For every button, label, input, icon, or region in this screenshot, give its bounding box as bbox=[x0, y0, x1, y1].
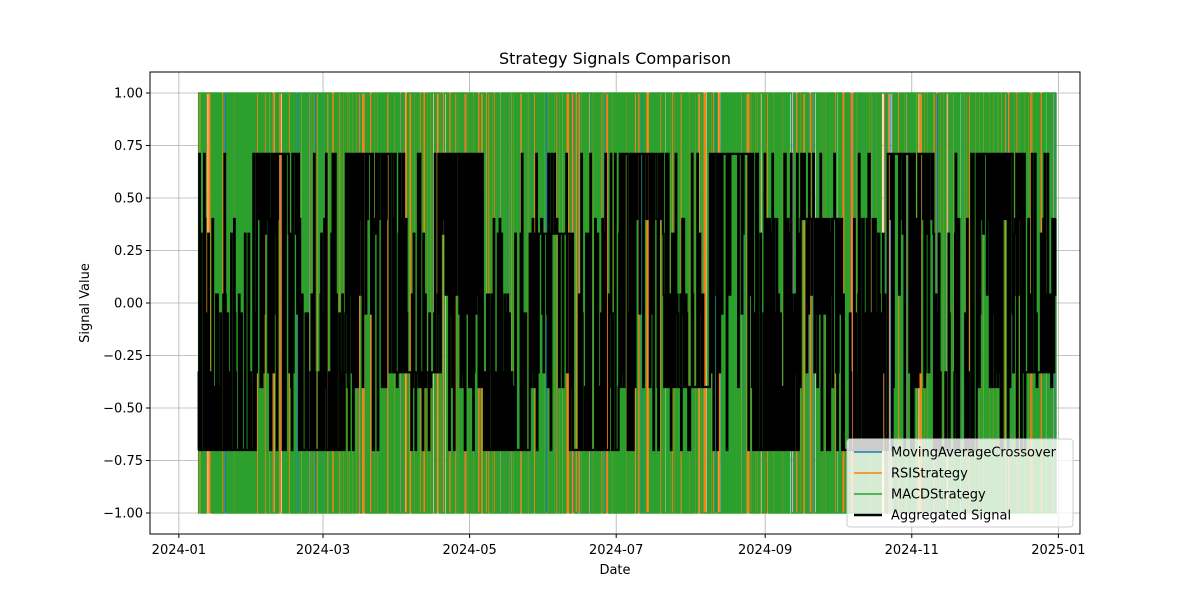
chart-title: Strategy Signals Comparison bbox=[499, 49, 731, 68]
y-axis: −1.00 −0.75 −0.50 −0.25 0.00 0.25 0.50 0.75 1.00 bbox=[103, 87, 150, 522]
x-tick-label: 2024-03 bbox=[296, 543, 350, 558]
x-tick-label: 2025-01 bbox=[1031, 543, 1085, 558]
y-tick-label: −0.25 bbox=[103, 349, 143, 364]
x-tick-label: 2024-11 bbox=[885, 543, 939, 558]
series-line-aggregated-signal bbox=[197, 152, 1057, 452]
x-tick-label: 2024-05 bbox=[442, 543, 496, 558]
y-tick-label: 0.50 bbox=[114, 192, 143, 207]
y-tick-label: 0.25 bbox=[114, 244, 143, 259]
y-tick-label: −0.50 bbox=[103, 402, 143, 417]
legend-entry: MACDStrategy bbox=[891, 488, 986, 503]
legend-box bbox=[846, 438, 1074, 528]
legend-entry: MovingAverageCrossover bbox=[891, 446, 1057, 461]
legend-entry: Aggregated Signal bbox=[891, 509, 1011, 524]
y-tick-label: −0.75 bbox=[103, 454, 143, 469]
x-tick-label: 2024-09 bbox=[738, 543, 792, 558]
x-axis-label: Date bbox=[599, 563, 630, 578]
y-tick-label: 0.00 bbox=[114, 297, 143, 312]
x-tick-label: 2024-01 bbox=[152, 543, 206, 558]
y-tick-label: 0.75 bbox=[114, 139, 143, 154]
x-axis: 2024-01 2024-03 2024-05 2024-07 2024-09 2024-… bbox=[152, 534, 1086, 558]
y-axis-label: Signal Value bbox=[78, 263, 93, 343]
legend: MovingAverageCrossover RSIStrategy MACDStr… bbox=[846, 438, 1074, 528]
y-tick-label: 1.00 bbox=[114, 87, 143, 102]
y-tick-label: −1.00 bbox=[103, 507, 143, 522]
legend-entry: RSIStrategy bbox=[891, 467, 968, 482]
x-tick-label: 2024-07 bbox=[589, 543, 643, 558]
